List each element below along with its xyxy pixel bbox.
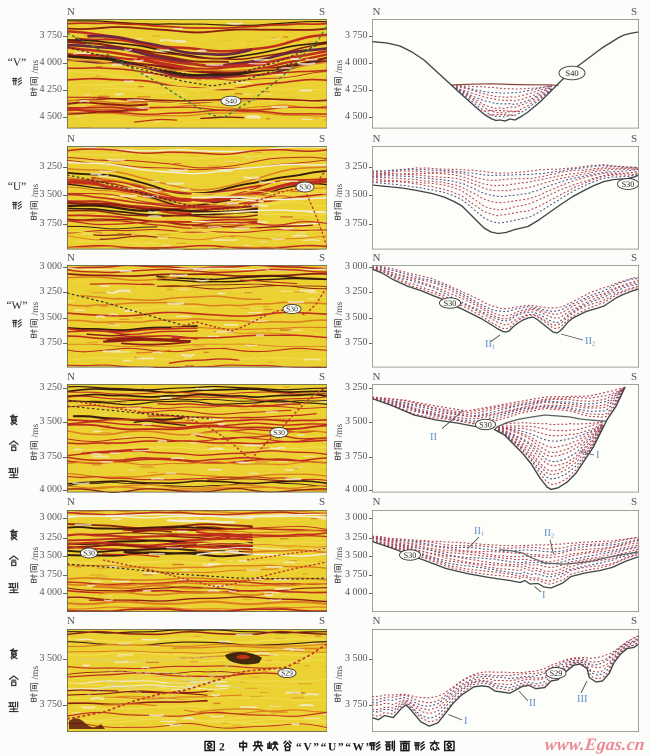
svg-text:III: III: [577, 694, 588, 705]
svg-text:S29: S29: [281, 668, 293, 677]
svg-text:S30: S30: [444, 299, 457, 308]
svg-text:S30: S30: [83, 548, 95, 557]
svg-text:II1: II1: [485, 339, 495, 351]
svg-text:/ms: /ms: [335, 183, 345, 197]
svg-text:S30: S30: [622, 180, 635, 189]
svg-text:S30: S30: [273, 428, 285, 437]
svg-text:/ms: /ms: [31, 424, 41, 438]
svg-text:S40: S40: [565, 68, 578, 78]
svg-text:/ms: /ms: [31, 183, 41, 197]
svg-text:/ms: /ms: [31, 302, 41, 316]
svg-text:/ms: /ms: [31, 665, 41, 679]
svg-text:II: II: [529, 698, 536, 709]
svg-text:S30: S30: [299, 183, 311, 192]
svg-text:II2: II2: [585, 336, 595, 348]
svg-text:S30: S30: [286, 305, 298, 314]
svg-text:2: 2: [219, 741, 225, 753]
svg-text:/ms: /ms: [335, 546, 345, 560]
svg-text:/ms: /ms: [31, 546, 41, 560]
svg-text:I: I: [542, 590, 546, 601]
svg-text:/ms: /ms: [31, 59, 41, 73]
svg-text:II: II: [430, 432, 437, 443]
svg-text:II1: II1: [474, 526, 484, 538]
svg-text:/ms: /ms: [335, 665, 345, 679]
svg-text:S30: S30: [479, 420, 492, 429]
svg-text:/ms: /ms: [335, 59, 345, 73]
svg-text:S29: S29: [550, 668, 563, 677]
svg-text:/ms: /ms: [335, 424, 345, 438]
svg-text:“V”“U”“W”: “V”“U”“W”: [296, 741, 373, 753]
svg-text:S30: S30: [404, 550, 417, 559]
svg-text:I: I: [596, 450, 600, 461]
svg-text:/ms: /ms: [335, 302, 345, 316]
svg-text:I: I: [464, 716, 468, 727]
svg-text:II2: II2: [544, 528, 554, 540]
svg-text:S40: S40: [225, 97, 237, 106]
